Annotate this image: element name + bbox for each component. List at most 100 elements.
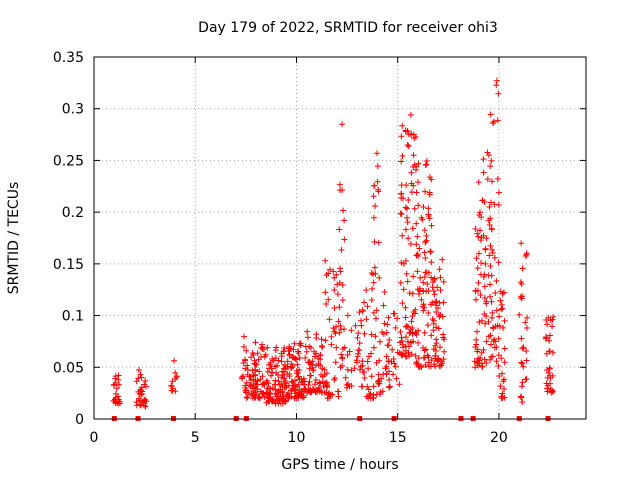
data-point <box>335 318 342 325</box>
data-point <box>518 359 525 366</box>
data-point <box>329 391 336 398</box>
data-point <box>289 362 296 369</box>
data-point <box>251 360 258 367</box>
data-point <box>333 323 340 330</box>
data-point <box>496 313 503 320</box>
data-point <box>437 344 444 351</box>
data-point <box>414 233 421 240</box>
data-point <box>491 254 498 261</box>
data-point <box>291 340 298 347</box>
data-point <box>328 333 335 340</box>
data-point <box>488 298 495 305</box>
data-point <box>421 347 428 354</box>
data-point <box>520 363 527 370</box>
data-point <box>420 279 427 286</box>
data-point <box>323 370 330 377</box>
data-point <box>344 381 351 388</box>
data-point <box>330 325 337 332</box>
data-point <box>480 232 487 239</box>
data-point <box>379 388 386 395</box>
data-point <box>319 344 326 351</box>
data-point <box>420 307 427 314</box>
data-point <box>275 357 282 364</box>
data-point <box>244 394 251 401</box>
data-point <box>432 342 439 349</box>
data-point <box>413 331 420 338</box>
data-point <box>523 325 530 332</box>
data-point <box>404 278 411 285</box>
data-point <box>252 367 259 374</box>
data-point <box>409 313 416 320</box>
data-point <box>410 152 417 159</box>
data-point <box>500 324 507 331</box>
data-point <box>353 357 360 364</box>
data-point <box>523 251 530 258</box>
data-point <box>419 216 426 223</box>
data-point <box>399 352 406 359</box>
data-point <box>339 121 346 128</box>
data-point <box>361 375 368 382</box>
data-point <box>352 322 359 329</box>
data-point <box>495 201 502 208</box>
data-point <box>415 160 422 167</box>
data-point <box>240 343 247 350</box>
data-point <box>358 383 365 390</box>
data-point <box>370 394 377 401</box>
data-point <box>376 338 383 345</box>
data-point <box>498 355 505 362</box>
data-point <box>487 199 494 206</box>
data-point <box>544 385 551 392</box>
data-point <box>288 378 295 385</box>
data-point <box>370 214 377 221</box>
data-point <box>311 353 318 360</box>
data-point <box>399 300 406 307</box>
data-point <box>414 268 421 275</box>
data-point <box>523 348 530 355</box>
data-point <box>429 299 436 306</box>
data-point <box>422 361 429 368</box>
data-point <box>392 324 399 331</box>
data-point <box>523 376 530 383</box>
data-point <box>428 176 435 183</box>
data-point <box>402 204 409 211</box>
data-point <box>355 347 362 354</box>
data-point <box>383 353 390 360</box>
data-point <box>304 389 311 396</box>
data-point <box>405 323 412 330</box>
data-point <box>485 318 492 325</box>
data-point <box>489 246 496 253</box>
data-point <box>403 270 410 277</box>
data-point <box>402 128 409 135</box>
data-point <box>371 238 378 245</box>
data-point <box>264 385 271 392</box>
data-point <box>299 379 306 386</box>
data-point <box>310 367 317 374</box>
data-point <box>168 387 175 394</box>
data-point <box>421 304 428 311</box>
data-point <box>406 290 413 297</box>
data-point <box>440 356 447 363</box>
data-point <box>135 367 142 374</box>
data-point <box>311 381 318 388</box>
data-point <box>425 354 432 361</box>
data-point <box>247 381 254 388</box>
data-point <box>331 376 338 383</box>
data-point <box>286 351 293 358</box>
data-point <box>475 280 482 287</box>
data-point <box>383 363 390 370</box>
data-point <box>436 266 443 273</box>
data-point <box>403 182 410 189</box>
data-point <box>440 331 447 338</box>
data-point <box>133 399 140 406</box>
data-point <box>493 358 500 365</box>
data-point <box>266 365 273 372</box>
data-point <box>479 197 486 204</box>
data-point <box>549 323 556 330</box>
data-point <box>376 357 383 364</box>
data-point <box>406 330 413 337</box>
data-point <box>370 271 377 278</box>
data-point <box>283 384 290 391</box>
data-point <box>432 363 439 370</box>
data-point <box>243 394 250 401</box>
data-point <box>408 318 415 325</box>
